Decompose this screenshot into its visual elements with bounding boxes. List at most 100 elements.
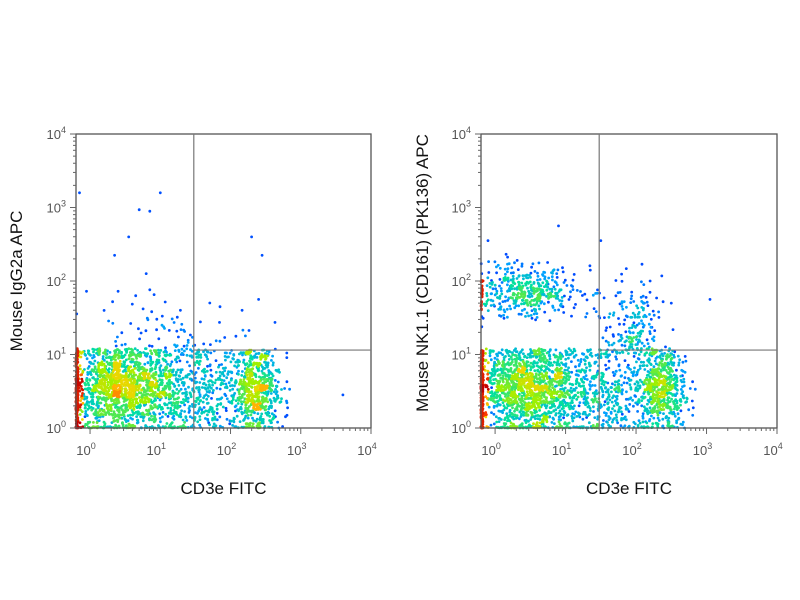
event-dot [538, 409, 541, 412]
event-dot [565, 284, 569, 287]
event-dot [584, 315, 588, 319]
event-dot [517, 274, 521, 278]
event-dot [108, 361, 112, 365]
event-dot [527, 281, 530, 285]
event-dot [159, 372, 163, 375]
event-dot [592, 307, 596, 310]
event-dot [198, 393, 202, 396]
event-dot [500, 281, 504, 284]
event-dot [146, 387, 150, 390]
event-dot [142, 401, 145, 405]
event-dot [608, 416, 612, 420]
event-dot [204, 387, 208, 391]
event-dot [614, 279, 618, 282]
event-dot [503, 406, 507, 409]
event-dot [137, 208, 141, 212]
event-dot [548, 287, 552, 291]
event-dot [571, 401, 574, 404]
event-dot [152, 399, 156, 403]
event-dot [554, 291, 557, 295]
event-dot [254, 408, 258, 411]
event-dot [500, 289, 503, 293]
event-dot [492, 303, 496, 307]
event-dot [259, 415, 263, 418]
event-dot [674, 394, 677, 397]
event-dot [529, 418, 533, 421]
event-dot [103, 358, 106, 362]
event-dot [588, 368, 592, 372]
event-dot [607, 354, 610, 358]
event-dot [218, 387, 222, 391]
event-dot [173, 391, 177, 395]
event-dot [161, 391, 165, 394]
event-dot [199, 356, 203, 359]
event-dot [517, 354, 521, 358]
event-dot [132, 391, 136, 395]
event-dot [173, 343, 177, 347]
event-dot [557, 418, 561, 421]
event-dot [653, 359, 657, 363]
event-dot [133, 347, 137, 351]
event-dot [93, 367, 97, 370]
event-dot [528, 301, 532, 305]
event-dot [169, 422, 173, 426]
event-dot [629, 340, 633, 344]
event-dot [621, 307, 625, 311]
event-dot [263, 399, 267, 403]
event-dot [133, 397, 137, 401]
event-dot [225, 351, 228, 355]
event-dot [520, 422, 524, 426]
event-dot [591, 293, 595, 297]
event-dot [128, 365, 131, 369]
event-dot [246, 394, 250, 397]
event-dot [115, 390, 119, 394]
event-dot [681, 420, 685, 424]
event-dot [275, 390, 279, 394]
event-dot [79, 403, 83, 407]
event-dot [607, 343, 611, 347]
event-dot [678, 358, 682, 362]
event-dot [234, 379, 238, 382]
event-dot [210, 386, 213, 390]
event-dot [507, 358, 511, 361]
event-dot [657, 310, 660, 314]
event-dot [271, 361, 275, 365]
event-dot [535, 355, 539, 359]
event-dot [158, 378, 162, 381]
event-dot [132, 384, 136, 388]
event-dot [567, 405, 571, 409]
event-dot [557, 224, 560, 228]
event-dot [83, 381, 87, 385]
event-dot [515, 407, 519, 411]
event-dot [670, 375, 674, 378]
event-dot [126, 414, 130, 417]
event-dot [671, 328, 675, 331]
event-dot [620, 392, 624, 396]
event-dot [145, 392, 148, 396]
event-dot [509, 271, 513, 275]
event-dot [107, 370, 111, 374]
event-dot [239, 382, 243, 386]
event-dot [620, 418, 623, 422]
event-dot [116, 420, 120, 423]
event-dot [285, 380, 289, 384]
event-dot [107, 393, 110, 397]
event-dot [214, 359, 218, 362]
event-dot [495, 393, 499, 397]
event-dot [159, 381, 163, 384]
event-dot [145, 368, 149, 372]
event-dot [675, 384, 679, 387]
event-dot [96, 406, 100, 409]
event-dot [125, 380, 129, 383]
event-dot [562, 409, 566, 413]
event-dot [137, 364, 141, 368]
event-dot [671, 363, 674, 367]
event-dot [237, 390, 241, 394]
event-dot [155, 381, 158, 385]
event-dot [501, 353, 504, 356]
event-dot [251, 416, 254, 420]
event-dot [146, 318, 150, 322]
event-dot [630, 290, 634, 294]
event-dot [242, 358, 246, 362]
event-dot [519, 286, 522, 290]
